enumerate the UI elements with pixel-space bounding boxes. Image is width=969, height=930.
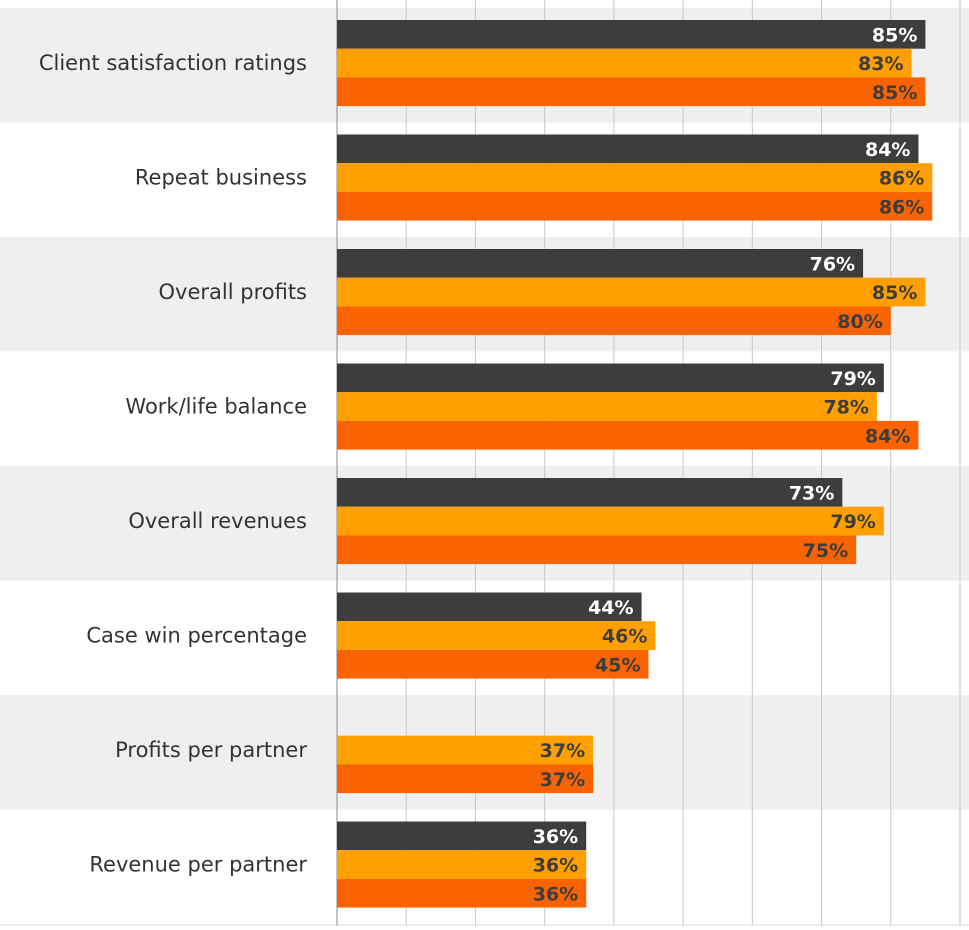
bar [337, 134, 919, 164]
bar-value-label: 85% [872, 282, 917, 304]
bar [337, 821, 587, 851]
bar [337, 392, 877, 421]
category-label: Overall profits [159, 280, 307, 304]
bar-value-label: 46% [602, 626, 647, 648]
category-label: Overall revenues [128, 509, 307, 533]
bar-value-label: 75% [803, 540, 848, 562]
bar [337, 592, 642, 622]
bar-value-label: 79% [830, 511, 875, 533]
bar-value-label: 79% [830, 368, 875, 390]
bar-value-label: 84% [865, 425, 910, 447]
category-label: Profits per partner [115, 738, 307, 762]
bar [337, 764, 594, 794]
bar [337, 506, 884, 536]
bar [337, 878, 587, 908]
bar [337, 20, 926, 49]
bar-value-label: 83% [858, 53, 903, 75]
bar-value-label: 86% [879, 168, 924, 190]
category-label: Client satisfaction ratings [39, 51, 307, 75]
bar-value-label: 37% [540, 769, 585, 791]
category-label: Work/life balance [125, 395, 307, 419]
bar [337, 478, 843, 507]
bar [337, 850, 587, 879]
bar [337, 649, 649, 679]
bar-value-label: 45% [595, 654, 640, 676]
bar-value-label: 36% [533, 855, 578, 877]
bar [337, 420, 919, 450]
bar-value-label: 86% [879, 196, 924, 218]
bar-value-label: 78% [823, 397, 868, 419]
bar [337, 163, 933, 192]
bar [337, 77, 926, 107]
bar [337, 363, 884, 393]
bar-value-label: 76% [810, 253, 855, 275]
bar [337, 249, 864, 278]
bar-value-label: 80% [837, 311, 882, 333]
bar-value-label: 36% [533, 826, 578, 848]
bar-value-label: 85% [872, 82, 917, 104]
bar [337, 735, 594, 765]
bar [337, 191, 933, 221]
bar [337, 535, 857, 565]
bar [337, 48, 912, 78]
category-label: Repeat business [135, 166, 307, 190]
bar-value-label: 73% [789, 482, 834, 504]
category-label: Case win percentage [86, 624, 307, 648]
bar-value-label: 36% [533, 883, 578, 905]
bar [337, 277, 926, 307]
bar [337, 306, 891, 336]
category-label: Revenue per partner [89, 853, 307, 877]
bar-value-label: 85% [872, 24, 917, 46]
bar-value-label: 84% [865, 139, 910, 161]
bar-value-label: 37% [540, 740, 585, 762]
bar [337, 621, 656, 650]
bar-value-label: 44% [588, 597, 633, 619]
